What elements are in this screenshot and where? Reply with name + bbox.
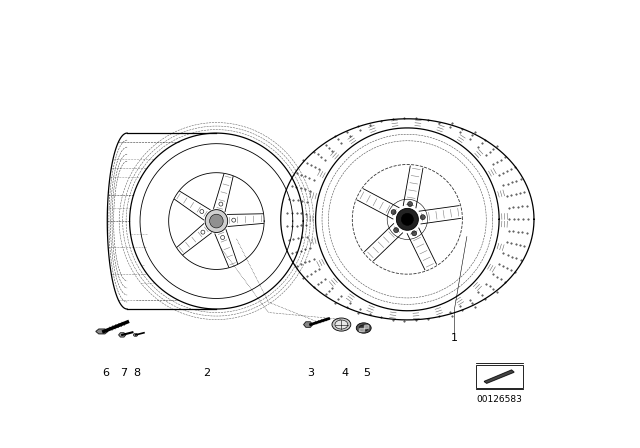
Ellipse shape — [335, 320, 348, 329]
Ellipse shape — [205, 210, 228, 233]
Ellipse shape — [359, 325, 368, 331]
Text: 00126583: 00126583 — [476, 395, 522, 404]
Ellipse shape — [219, 202, 223, 206]
Polygon shape — [96, 329, 108, 334]
Text: 8: 8 — [134, 368, 141, 378]
Ellipse shape — [394, 228, 399, 233]
Ellipse shape — [396, 208, 419, 230]
Ellipse shape — [133, 333, 138, 336]
Text: 4: 4 — [342, 368, 349, 378]
Ellipse shape — [412, 231, 417, 236]
Ellipse shape — [356, 323, 371, 333]
Ellipse shape — [391, 210, 396, 215]
Ellipse shape — [232, 218, 236, 222]
Polygon shape — [304, 322, 312, 327]
Polygon shape — [359, 328, 364, 331]
Text: 1: 1 — [451, 333, 458, 343]
Ellipse shape — [420, 215, 426, 220]
Ellipse shape — [201, 230, 205, 234]
Ellipse shape — [408, 202, 413, 207]
Text: 3: 3 — [307, 368, 314, 378]
Text: 7: 7 — [120, 368, 127, 378]
Polygon shape — [118, 333, 125, 337]
Text: 2: 2 — [203, 368, 210, 378]
Text: 5: 5 — [363, 368, 370, 378]
Polygon shape — [484, 370, 514, 383]
Ellipse shape — [210, 214, 223, 228]
Ellipse shape — [401, 213, 413, 225]
Ellipse shape — [200, 210, 204, 214]
Polygon shape — [364, 325, 368, 328]
Ellipse shape — [332, 318, 351, 331]
Text: 6: 6 — [102, 368, 109, 378]
Ellipse shape — [221, 236, 225, 240]
